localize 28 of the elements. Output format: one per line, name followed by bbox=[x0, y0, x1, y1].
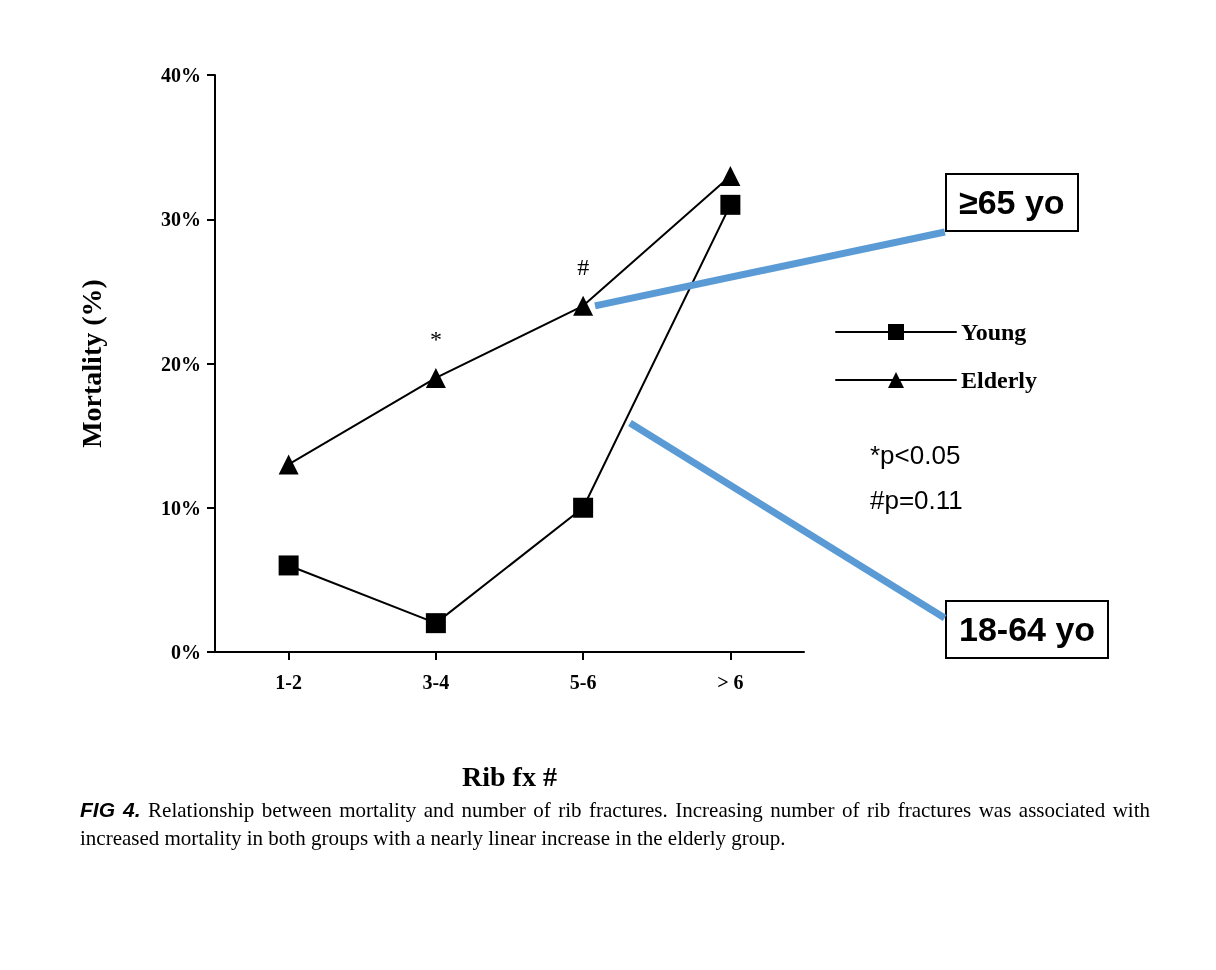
point bbox=[720, 165, 741, 186]
text: #p=0.11 bbox=[870, 485, 963, 516]
x-tick-label: 1-2 bbox=[275, 671, 302, 693]
point bbox=[278, 454, 299, 475]
y-axis-title: Mortality (%) bbox=[75, 279, 107, 448]
point bbox=[278, 555, 299, 576]
x-tick-label: 5-6 bbox=[569, 671, 597, 693]
y-tick-label: 40% bbox=[161, 64, 201, 86]
point bbox=[573, 497, 594, 518]
text: 18-64 yo bbox=[945, 600, 1110, 659]
annotation: # bbox=[576, 253, 591, 281]
text: ≥65 yo bbox=[945, 173, 1079, 232]
y-tick-label: 20% bbox=[161, 352, 201, 375]
point bbox=[573, 295, 594, 316]
text: *p<0.05 bbox=[870, 440, 961, 471]
point bbox=[425, 367, 446, 388]
point bbox=[720, 194, 741, 215]
point bbox=[425, 613, 446, 634]
legend-label: Elderly bbox=[961, 367, 1037, 393]
x-tick-label: > 6 bbox=[717, 671, 744, 693]
legend-label: Young bbox=[961, 319, 1027, 345]
caption: FIG 4. Relationship between mortality and number of rib fractures. Increasing number of rib fractures was associated with increased mortality in both groups with a nearly linear increase in the elderly group. bbox=[80, 797, 1150, 852]
x-axis-title: Rib fx # bbox=[462, 760, 557, 792]
y-tick-label: 30% bbox=[161, 208, 201, 231]
x-tick-label: 3-4 bbox=[422, 671, 450, 693]
y-tick-label: 10% bbox=[161, 496, 201, 519]
annotation: * bbox=[428, 325, 443, 353]
y-tick-label: 0% bbox=[171, 641, 201, 663]
